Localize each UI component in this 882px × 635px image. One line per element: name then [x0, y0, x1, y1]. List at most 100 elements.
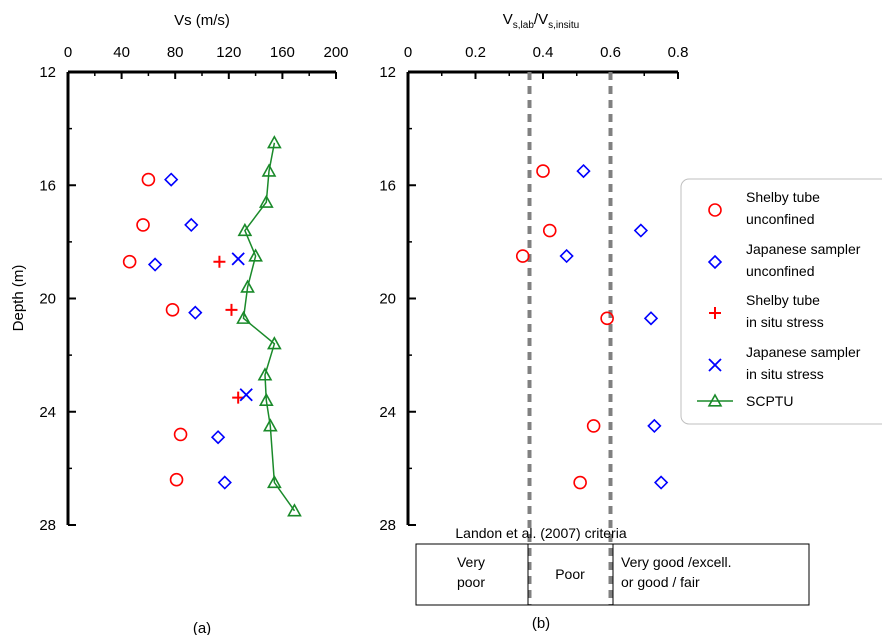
- legend-label-shelby-tube-in-situ-stress: Shelby tube: [746, 292, 820, 308]
- panel-a-point-scptu: [237, 222, 253, 237]
- legend-label-japanese-sampler-unconfined-line2: unconfined: [746, 263, 815, 279]
- panel-a-x-tick-label: 160: [270, 44, 295, 61]
- panel-a-y-tick-label: 28: [39, 517, 56, 534]
- panel-a-point-scptu: [261, 163, 277, 177]
- panel-b-x-tick-label: 0.6: [600, 44, 621, 61]
- panel-b-y-ticks: 12 16 20 24 28: [379, 64, 416, 534]
- legend-label-shelby-tube-unconfined-line2: unconfined: [746, 211, 815, 227]
- legend-label-shelby-tube-in-situ-stress-line2: in situ stress: [746, 314, 824, 330]
- legend-box: [680, 178, 882, 425]
- panel-a-y-tick-label: 24: [39, 404, 56, 421]
- panel-b-y-tick-label: 16: [379, 177, 396, 194]
- panel-b-y-tick-label: 28: [379, 517, 396, 534]
- panel-a-point-scptu: [240, 279, 255, 293]
- panel-b-point-shelby-tube-unconfined: [536, 164, 550, 178]
- criteria-cell-1-line-1: Very: [457, 554, 485, 570]
- legend-label-shelby-tube-unconfined: Shelby tube: [746, 189, 820, 205]
- panel-a-label: (a): [193, 620, 211, 635]
- panel-a-point-japanese-sampler-unconfined: [164, 172, 179, 187]
- panel-b-x-tick-label: 0.8: [668, 44, 689, 61]
- panel-a-axes: [66, 70, 336, 525]
- panel-b-point-shelby-tube-unconfined: [600, 311, 614, 326]
- panel-b-xlabel-main: V: [503, 11, 513, 28]
- panel-b-x-tick-label: 0: [404, 44, 412, 61]
- legend-label-japanese-sampler-in-situ-stress-line2: in situ stress: [746, 366, 824, 382]
- panel-b-xlabel-sub1: s,lab: [513, 20, 535, 31]
- panel-b-y-tick-label: 12: [379, 64, 396, 81]
- panel-a-y-tick-label: 16: [39, 177, 56, 194]
- panel-b-point-japanese-sampler-unconfined: [643, 311, 659, 326]
- panel-b-y-tick-label: 24: [379, 404, 396, 421]
- panel-a-point-scptu: [258, 392, 274, 407]
- panel-a-point-scptu: [267, 135, 282, 149]
- panel-b-xlabel-sub2: s,insitu: [548, 20, 579, 31]
- panel-a-point-shelby-tube-in-situ-stress: [213, 255, 226, 268]
- panel-a-point-japanese-sampler-unconfined: [147, 257, 163, 272]
- legend-marker-japanese-sampler-in-situ-stress: [708, 358, 722, 372]
- panel-b-label: (b): [532, 615, 550, 632]
- legend: Shelby tube unconfined Japanese sampler unc…: [680, 178, 882, 425]
- panel-a-point-scptu: [257, 367, 273, 381]
- panel-a-point-shelby-tube-in-situ-stress: [225, 303, 238, 316]
- panel-b-marks: [515, 163, 669, 490]
- panel-a-point-shelby-tube-unconfined: [141, 172, 156, 187]
- panel-b-point-shelby-tube-unconfined: [542, 223, 557, 238]
- panel-a-point-japanese-sampler-in-situ-stress: [231, 252, 245, 266]
- panel-b-point-shelby-tube-unconfined: [515, 249, 530, 263]
- panel-a-x-tick-label: 120: [216, 44, 241, 61]
- panel-a-point-scptu: [248, 248, 263, 262]
- legend-marker-shelby-tube-unconfined: [708, 203, 722, 217]
- panel-b-point-shelby-tube-unconfined: [586, 419, 601, 433]
- panel-a-point-shelby-tube-unconfined: [122, 254, 137, 269]
- panel-a-x-tick-label: 200: [323, 44, 348, 61]
- panel-a-point-shelby-tube-unconfined: [165, 303, 180, 317]
- panel-b-y-tick-label: 20: [379, 291, 396, 308]
- panel-a-point-japanese-sampler-unconfined: [184, 217, 199, 233]
- panel-b-x-axis-title: Vs,lab/Vs,insitu: [503, 11, 579, 31]
- panel-a-x-ticks: 0 40 80 120 160 200: [64, 44, 349, 79]
- panel-a-series-line-scptu: [242, 142, 296, 512]
- panel-a-point-scptu: [267, 336, 282, 350]
- panel-a-point-scptu: [267, 474, 282, 489]
- panel-b-axes: [406, 70, 678, 525]
- legend-items: Shelby tube unconfined Japanese sampler unc…: [697, 189, 861, 409]
- criteria-title: Landon et al. (2007) criteria: [455, 525, 626, 541]
- panel-a-point-shelby-tube-unconfined: [173, 427, 188, 442]
- panel-a-point-japanese-sampler-unconfined: [210, 430, 226, 445]
- legend-label-scptu: SCPTU: [746, 393, 793, 409]
- panel-b-x-tick-label: 0.4: [533, 44, 554, 61]
- panel-a-x-tick-label: 0: [64, 44, 72, 61]
- criteria-cell-2: Poor: [555, 566, 585, 582]
- panel-a-x-axis-title: Vs (m/s): [174, 12, 230, 29]
- panel-a-y-tick-label: 12: [39, 64, 56, 81]
- criteria-cell-3-line-2: or good / fair: [621, 574, 700, 590]
- panel-b-point-japanese-sampler-unconfined: [653, 475, 669, 490]
- panel-a-marks: [122, 135, 302, 517]
- panel-b-point-japanese-sampler-unconfined: [559, 248, 574, 264]
- panel-a-point-japanese-sampler-unconfined: [217, 475, 232, 490]
- panel-a-x-tick-label: 40: [113, 44, 130, 61]
- panel-b-point-japanese-sampler-unconfined: [576, 163, 591, 179]
- panel-b-point-shelby-tube-unconfined: [573, 475, 587, 490]
- panel-a-x-tick-label: 80: [167, 44, 184, 61]
- legend-marker-shelby-tube-in-situ-stress: [709, 307, 721, 319]
- panel-b-x-ticks: 0 0.2 0.4 0.6 0.8: [404, 44, 689, 79]
- criteria-table: Landon et al. (2007) criteria Very poor …: [415, 525, 810, 606]
- panel-a-y-axis-title: Depth (m): [10, 265, 27, 332]
- panel-b-point-japanese-sampler-unconfined: [647, 418, 662, 434]
- panel-a-point-shelby-tube-unconfined: [136, 218, 150, 232]
- criteria-cell-3-line-1: Very good /excell.: [621, 554, 732, 570]
- panel-a-y-ticks: 12 16 20 24 28: [39, 64, 76, 534]
- panel-a-point-scptu: [258, 194, 274, 208]
- legend-label-japanese-sampler-in-situ-stress: Japanese sampler: [746, 344, 861, 360]
- panel-b-point-japanese-sampler-unconfined: [633, 223, 649, 238]
- legend-marker-japanese-sampler-unconfined: [707, 254, 723, 270]
- panel-a: Vs (m/s) 0 40 80 120 160 200 12 16 20 24 28 Depth…: [10, 12, 349, 635]
- panel-b-x-tick-label: 0.2: [465, 44, 486, 61]
- panel-b: Vs,lab/Vs,insitu 0 0.2 0.4 0.6 0.8 12 16 20 24 2…: [379, 11, 810, 632]
- panel-a-point-japanese-sampler-in-situ-stress: [239, 388, 253, 402]
- panel-a-y-tick-label: 20: [39, 291, 56, 308]
- panel-a-point-scptu: [236, 310, 251, 324]
- panel-a-point-japanese-sampler-unconfined: [188, 305, 203, 320]
